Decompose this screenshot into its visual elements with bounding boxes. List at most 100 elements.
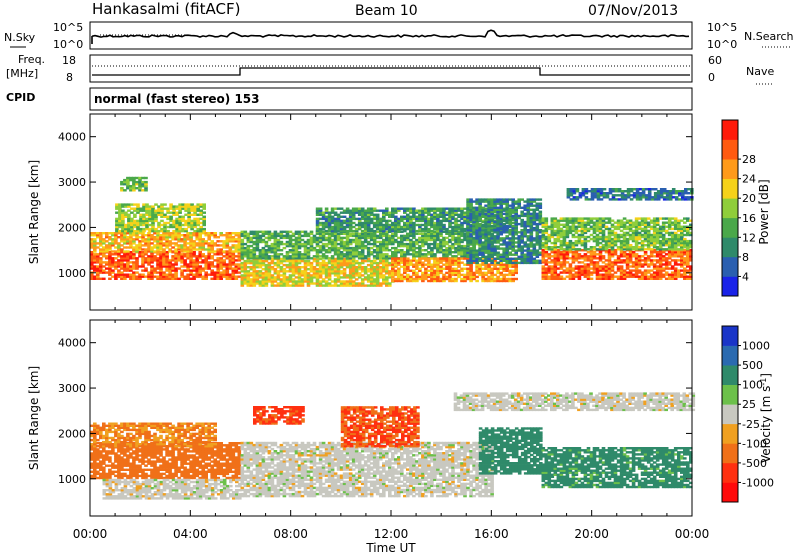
data-cell [276, 242, 281, 246]
data-cell [466, 277, 470, 281]
data-cell [291, 263, 296, 267]
data-cell [385, 249, 389, 252]
data-cell [138, 265, 142, 268]
data-cell [136, 211, 140, 214]
data-cell [439, 271, 443, 275]
data-cell [124, 227, 128, 231]
data-cell [159, 251, 163, 254]
data-cell [324, 232, 329, 235]
data-cell [330, 215, 335, 218]
data-cell [490, 267, 494, 270]
data-cell [466, 267, 470, 270]
data-cell [391, 213, 395, 216]
data-cell [375, 284, 380, 287]
data-cell [348, 215, 353, 218]
data-cell [366, 240, 371, 244]
data-cell [141, 176, 145, 180]
data-cell [123, 240, 127, 243]
data-cell [160, 207, 164, 210]
data-cell [261, 263, 266, 267]
data-cell [535, 212, 540, 216]
data-cell [366, 278, 371, 281]
data-cell [339, 207, 344, 210]
data-cell [442, 240, 446, 244]
data-cell [637, 269, 642, 272]
data-cell [264, 251, 269, 254]
data-cell [249, 259, 254, 263]
data-cell [196, 221, 200, 225]
data-cell [198, 255, 202, 258]
data-cell [451, 259, 455, 262]
data-cell [126, 269, 130, 272]
data-cell [117, 246, 121, 249]
data-cell [397, 209, 401, 212]
data-cell [276, 259, 281, 263]
data-cell [577, 273, 582, 276]
data-cell [451, 229, 455, 233]
data-cell [324, 284, 329, 287]
data-cell [166, 207, 170, 210]
data-cell [129, 238, 133, 241]
data-cell [529, 198, 534, 201]
data-cell [240, 242, 245, 246]
data-cell [556, 249, 561, 252]
data-cell [430, 221, 434, 225]
data-cell [391, 240, 395, 244]
data-cell [607, 267, 612, 270]
data-cell [339, 272, 344, 275]
data-cell [517, 241, 521, 244]
data-cell [514, 271, 518, 275]
data-cell [306, 246, 311, 250]
data-cell [96, 234, 100, 237]
data-cell [132, 257, 136, 260]
data-cell [333, 246, 338, 250]
data-cell [210, 232, 214, 235]
data-cell [363, 244, 368, 248]
data-cell [267, 276, 272, 279]
data-cell [481, 236, 485, 240]
data-cell [595, 277, 600, 280]
data-cell [363, 257, 368, 260]
data-cell [99, 250, 103, 253]
data-cell [168, 250, 172, 253]
data-cell [394, 219, 398, 223]
data-cell [237, 275, 242, 278]
data-cell [282, 276, 287, 279]
data-cell [445, 211, 449, 214]
data-cell [466, 257, 470, 260]
data-cell [391, 266, 395, 269]
data-cell [105, 248, 109, 251]
data-cell [339, 232, 344, 235]
data-cell [114, 242, 118, 245]
data-cell [228, 246, 233, 249]
data-cell [348, 259, 353, 263]
data-cell [481, 200, 485, 203]
data-cell [490, 242, 494, 246]
data-cell [544, 275, 549, 278]
data-cell [321, 259, 326, 263]
data-cell [403, 227, 407, 231]
data-cell [454, 259, 458, 262]
data-cell [267, 257, 272, 260]
data-cell [96, 261, 100, 264]
data-cell [105, 244, 109, 247]
data-cell [264, 274, 269, 277]
data-cell [163, 215, 167, 218]
data-cell [391, 207, 395, 210]
data-cell [315, 255, 320, 258]
data-cell [363, 221, 368, 225]
data-cell [652, 265, 657, 268]
data-cell [258, 257, 263, 260]
data-cell [394, 257, 398, 260]
data-cell [135, 263, 139, 266]
data-cell [282, 242, 287, 246]
data-cell [216, 261, 220, 264]
data-cell [306, 255, 311, 258]
data-cell [303, 278, 308, 281]
data-cell [126, 246, 130, 249]
data-cell [345, 209, 350, 212]
data-cell [115, 223, 119, 227]
data-cell [541, 271, 546, 274]
data-cell [637, 257, 642, 260]
data-cell [153, 238, 157, 241]
